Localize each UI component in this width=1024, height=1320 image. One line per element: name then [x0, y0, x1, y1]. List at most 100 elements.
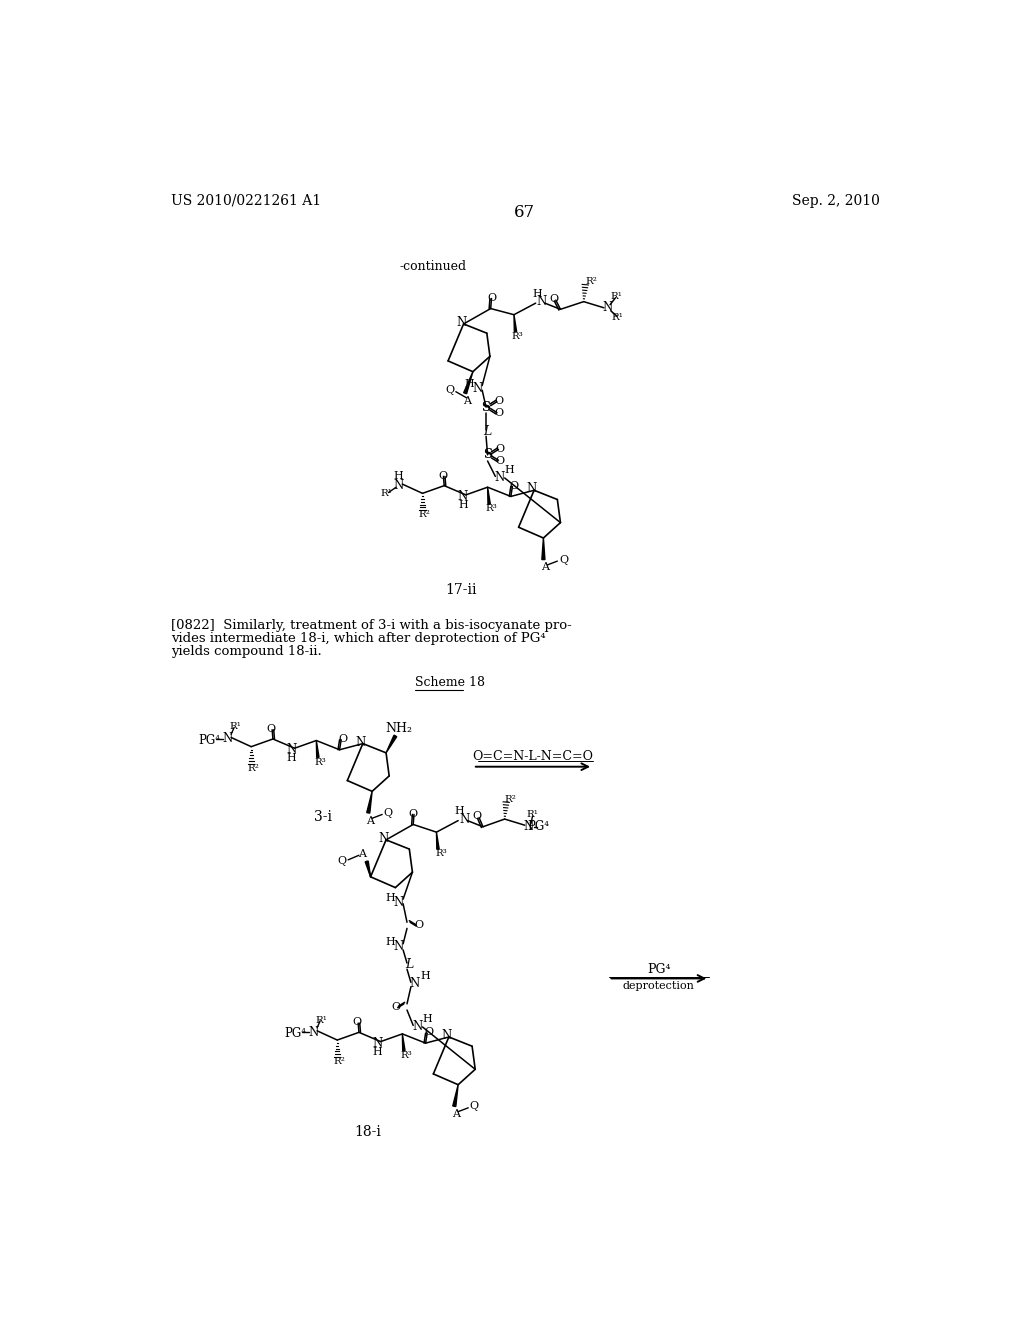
Text: 18-i: 18-i [354, 1126, 382, 1139]
Polygon shape [386, 735, 396, 752]
Text: Sep. 2, 2010: Sep. 2, 2010 [792, 194, 880, 207]
Text: [0822]  Similarly, treatment of 3-i with a bis-isocyanate pro-: [0822] Similarly, treatment of 3-i with … [171, 619, 571, 632]
Polygon shape [514, 314, 517, 331]
Text: R²: R² [586, 277, 597, 286]
Polygon shape [453, 1085, 458, 1106]
Text: US 2010/0221261 A1: US 2010/0221261 A1 [171, 194, 321, 207]
Text: N: N [393, 896, 403, 908]
Polygon shape [316, 741, 319, 758]
Text: PG⁴: PG⁴ [647, 962, 671, 975]
Text: H: H [373, 1047, 382, 1056]
Polygon shape [402, 1034, 406, 1051]
Text: O: O [353, 1018, 361, 1027]
Text: PG⁴: PG⁴ [285, 1027, 306, 1040]
Text: S: S [481, 400, 490, 413]
Text: NH₂: NH₂ [386, 722, 413, 735]
Text: R²: R² [505, 795, 517, 804]
Text: H: H [532, 289, 542, 298]
Text: Q: Q [470, 1101, 479, 1111]
Text: R³: R³ [485, 504, 498, 513]
Polygon shape [366, 861, 371, 876]
Text: N: N [222, 733, 232, 746]
Text: H: H [386, 892, 395, 903]
Text: H: H [455, 807, 465, 816]
Text: R²: R² [419, 511, 431, 519]
Text: N: N [393, 940, 403, 953]
Text: O: O [496, 455, 505, 466]
Text: N: N [537, 296, 547, 308]
Polygon shape [464, 372, 473, 393]
Text: A: A [366, 816, 374, 825]
Text: 3-i: 3-i [314, 809, 332, 824]
Text: N: N [412, 1020, 422, 1034]
Text: R³: R³ [512, 331, 523, 341]
Text: N: N [287, 743, 297, 756]
Text: R²: R² [248, 764, 259, 772]
Text: N: N [459, 813, 469, 825]
Text: N: N [379, 832, 389, 845]
Text: R³: R³ [314, 758, 326, 767]
Text: L: L [406, 958, 414, 972]
Text: Q: Q [337, 857, 346, 866]
Text: R²: R² [334, 1057, 345, 1067]
Text: R³: R³ [400, 1051, 412, 1060]
Text: N: N [523, 820, 534, 833]
Text: S: S [483, 449, 493, 462]
Text: H: H [465, 379, 475, 389]
Text: O: O [438, 471, 447, 480]
Text: O: O [494, 408, 503, 418]
Text: H: H [422, 1014, 432, 1024]
Text: R³: R³ [435, 849, 446, 858]
Text: N: N [410, 977, 420, 990]
Text: O: O [338, 734, 347, 744]
Text: Q: Q [559, 554, 568, 565]
Text: Q: Q [384, 808, 393, 818]
Text: A: A [541, 562, 549, 573]
Text: R¹: R¹ [526, 810, 539, 818]
Text: 67: 67 [514, 203, 536, 220]
Text: N: N [458, 490, 468, 503]
Text: PG⁴: PG⁴ [199, 734, 220, 747]
Text: -continued: -continued [399, 260, 466, 273]
Text: R¹: R¹ [610, 292, 623, 301]
Text: yields compound 18-ii.: yields compound 18-ii. [171, 645, 322, 659]
Text: A: A [463, 396, 471, 407]
Text: O: O [472, 810, 481, 821]
Text: H: H [386, 937, 395, 948]
Text: O: O [267, 723, 275, 734]
Text: N: N [355, 735, 366, 748]
Text: O=C=N-L-N=C=O: O=C=N-L-N=C=O [472, 750, 593, 763]
Text: O: O [496, 444, 505, 454]
Polygon shape [367, 792, 372, 813]
Text: R¹: R¹ [229, 722, 241, 731]
Text: R¹: R¹ [612, 313, 624, 322]
Text: O: O [550, 293, 559, 304]
Text: H: H [287, 754, 296, 763]
Text: H: H [458, 500, 468, 510]
Text: L: L [483, 425, 492, 438]
Text: N: N [472, 381, 482, 395]
Text: H: H [505, 465, 514, 475]
Text: A: A [452, 1109, 460, 1119]
Text: O: O [509, 480, 518, 491]
Text: H: H [393, 471, 403, 482]
Polygon shape [436, 832, 439, 849]
Text: H: H [420, 972, 430, 981]
Text: deprotection: deprotection [623, 981, 695, 991]
Text: N: N [526, 482, 537, 495]
Text: Q: Q [445, 385, 455, 395]
Text: O: O [424, 1027, 433, 1038]
Text: N: N [393, 479, 403, 492]
Text: A: A [358, 849, 366, 859]
Text: PG⁴: PG⁴ [527, 820, 550, 833]
Text: R¹: R¹ [315, 1015, 327, 1024]
Text: N: N [373, 1036, 383, 1049]
Text: O: O [494, 396, 503, 407]
Text: 17-ii: 17-ii [445, 582, 477, 597]
Text: N: N [456, 315, 466, 329]
Text: vides intermediate 18-i, which after deprotection of PG⁴: vides intermediate 18-i, which after dep… [171, 632, 545, 645]
Text: R¹: R¹ [381, 488, 393, 498]
Text: O: O [391, 1002, 400, 1012]
Text: O: O [414, 920, 423, 931]
Text: O: O [487, 293, 497, 302]
